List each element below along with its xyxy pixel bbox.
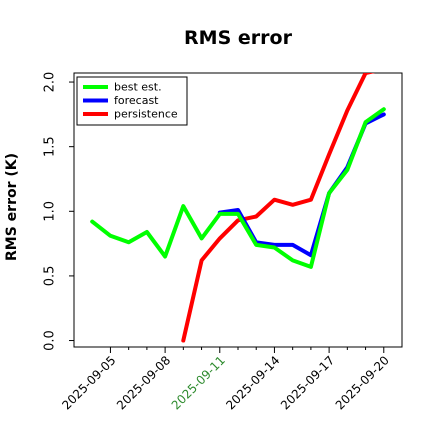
legend-label: best est. <box>114 81 162 94</box>
y-tick-label: 0.0 <box>43 330 58 351</box>
chart-title: RMS error <box>184 27 293 49</box>
x-tick-label: 2025-09-08 <box>114 353 173 412</box>
x-tick-label: 2025-09-11 <box>169 353 228 412</box>
x-tick-label: 2025-09-14 <box>223 353 282 412</box>
legend-label: persistence <box>114 108 178 121</box>
x-tick-label: 2025-09-20 <box>333 353 392 412</box>
y-tick-label: 1.5 <box>43 136 58 157</box>
y-axis-label: RMS error (K) <box>4 153 20 261</box>
y-tick-label: 1.0 <box>43 201 58 222</box>
x-tick-label: 2025-09-17 <box>278 353 337 412</box>
series-line-best-est- <box>90 107 386 269</box>
y-tick-label: 2.0 <box>43 72 58 93</box>
y-axis-ticks <box>69 81 74 342</box>
y-axis-tick-labels: 0.0 0.5 1.0 1.5 2.0 <box>43 72 58 351</box>
x-axis-ticks <box>109 347 385 353</box>
series-lines <box>90 73 386 343</box>
x-tick-label: 2025-09-05 <box>59 353 118 412</box>
x-axis-tick-labels: 2025-09-052025-09-082025-09-112025-09-14… <box>59 353 392 412</box>
y-tick-label: 0.5 <box>43 266 58 287</box>
series-line-persistence <box>181 73 376 343</box>
legend-label: forecast <box>114 94 159 107</box>
